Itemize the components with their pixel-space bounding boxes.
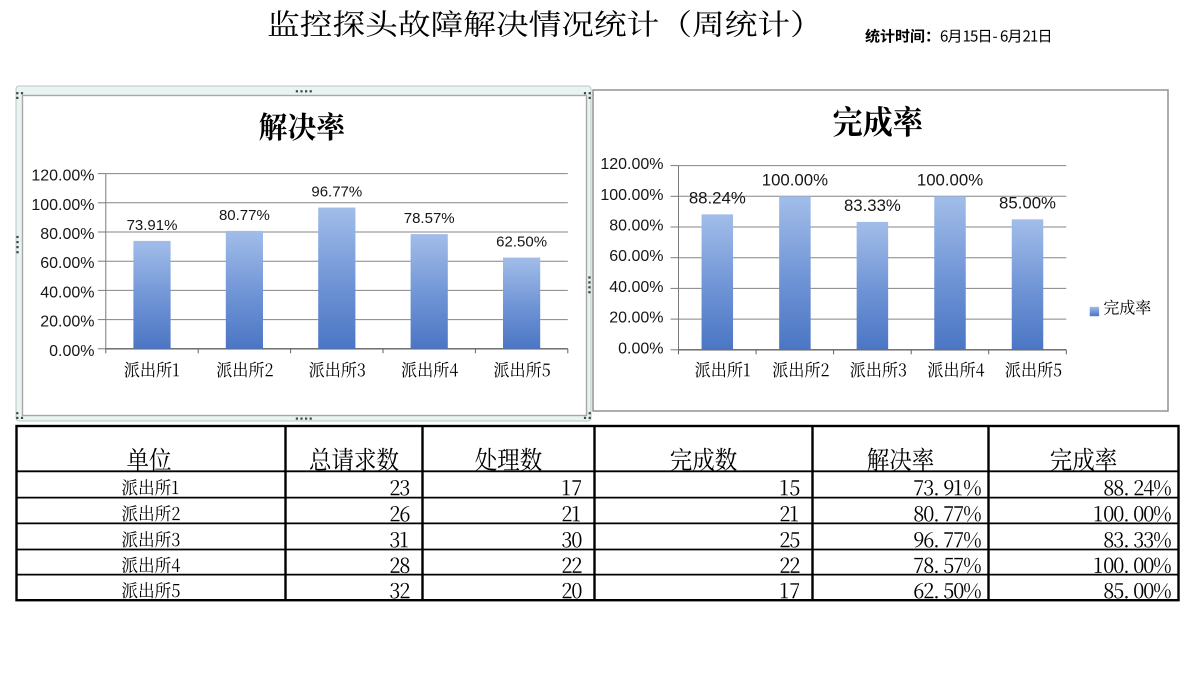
svg-text:20.00%: 20.00% bbox=[609, 310, 663, 327]
svg-text:100.00%: 100.00% bbox=[762, 170, 828, 189]
svg-text:0.00%: 0.00% bbox=[618, 340, 663, 357]
svg-text:88.24%: 88.24% bbox=[689, 188, 746, 207]
svg-text:60.00%: 60.00% bbox=[609, 248, 663, 265]
svg-text:60.00%: 60.00% bbox=[40, 255, 94, 272]
svg-text:85.00%: 85.00% bbox=[999, 193, 1056, 212]
svg-text:83.33%: 83.33% bbox=[844, 196, 901, 215]
svg-text:0.00%: 0.00% bbox=[49, 343, 94, 360]
svg-text:96.77%: 96.77% bbox=[311, 184, 362, 201]
svg-text:40.00%: 40.00% bbox=[609, 279, 663, 296]
svg-text:40.00%: 40.00% bbox=[40, 284, 94, 301]
svg-text:80.00%: 80.00% bbox=[609, 218, 663, 235]
svg-text:62.50%: 62.50% bbox=[496, 234, 547, 251]
svg-text:120.00%: 120.00% bbox=[600, 156, 663, 173]
svg-text:100.00%: 100.00% bbox=[917, 170, 983, 189]
svg-text:100.00%: 100.00% bbox=[31, 197, 94, 214]
svg-text:78.57%: 78.57% bbox=[404, 210, 455, 227]
svg-text:80.77%: 80.77% bbox=[219, 207, 270, 224]
svg-text:80.00%: 80.00% bbox=[40, 226, 94, 243]
svg-text:73.91%: 73.91% bbox=[127, 217, 178, 234]
svg-text:20.00%: 20.00% bbox=[40, 314, 94, 331]
svg-text:120.00%: 120.00% bbox=[31, 168, 94, 185]
svg-text:100.00%: 100.00% bbox=[600, 187, 663, 204]
